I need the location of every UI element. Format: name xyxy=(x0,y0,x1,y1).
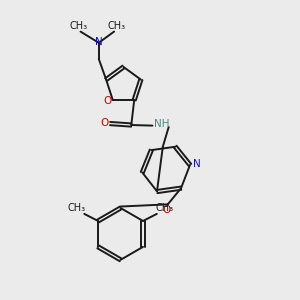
Text: O: O xyxy=(163,205,171,215)
Text: CH₃: CH₃ xyxy=(68,203,86,213)
Text: CH₃: CH₃ xyxy=(155,203,173,213)
Text: N: N xyxy=(193,159,200,170)
Text: O: O xyxy=(103,97,112,106)
Text: NH: NH xyxy=(154,119,169,129)
Text: CH₃: CH₃ xyxy=(107,21,125,31)
Text: N: N xyxy=(95,37,103,47)
Text: CH₃: CH₃ xyxy=(69,21,87,31)
Text: O: O xyxy=(101,118,109,128)
